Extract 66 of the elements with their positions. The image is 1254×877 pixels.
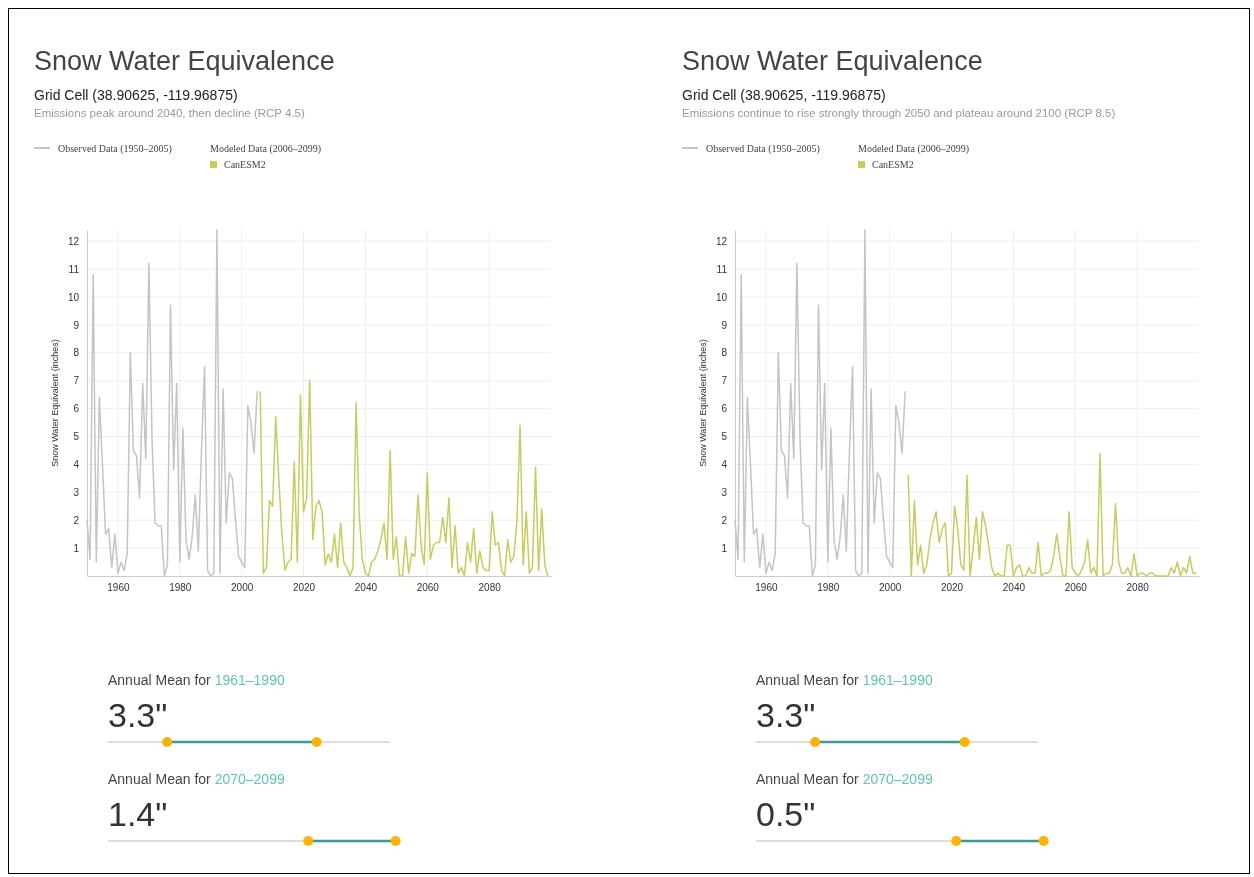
chart-subtitle: Grid Cell (38.90625, -119.96875) [34, 87, 238, 103]
x-tick-label: 2000 [879, 582, 902, 594]
text: 1961–1990 [862, 672, 933, 688]
x-tick-label: 1960 [107, 582, 130, 594]
y-tick-label: 3 [721, 486, 728, 498]
legend-label: Observed Data (1950–2005) [58, 143, 172, 155]
x-tick-label: 1960 [755, 582, 778, 594]
text: Annual Mean for [108, 771, 215, 787]
y-tick-label: 8 [73, 347, 80, 359]
y-tick-label: 1 [73, 542, 80, 554]
text: Annual Mean for [108, 672, 215, 688]
legend-title: Modeled Data (2006–2099) [858, 143, 970, 155]
x-tick-label: 2020 [940, 582, 964, 594]
text: 3.3" [108, 696, 168, 734]
y-tick-label: 7 [721, 375, 728, 387]
line-series [259, 379, 549, 577]
x-tick-label: 2000 [231, 582, 254, 594]
text: 2070–2099 [862, 771, 933, 787]
text: Emissions continue to rise strongly through 2050 and plateau around 2100 (RCP 8.5) [682, 107, 1116, 119]
y-tick-label: 10 [715, 291, 728, 303]
legend-label: CanESM2 [872, 159, 914, 170]
y-tick-label: 1 [721, 542, 728, 554]
y-tick-label: 9 [73, 319, 80, 331]
y-tick-label: 6 [721, 403, 728, 415]
y-tick-label: 2 [73, 514, 80, 526]
y-tick-label: 7 [73, 375, 80, 387]
y-tick-label: 8 [721, 347, 728, 359]
y-tick-label: 4 [73, 459, 80, 471]
text: 1.4" [108, 795, 168, 833]
y-tick-label: 4 [721, 459, 728, 471]
y-tick-label: 12 [715, 235, 728, 247]
y-tick-label: 3 [73, 486, 80, 498]
y-tick-label: 6 [73, 403, 80, 415]
text: Annual Mean for [756, 672, 863, 688]
chart-title: Snow Water Equivalence [34, 46, 335, 76]
x-tick-label: 2080 [478, 582, 502, 594]
x-tick-label: 2060 [1064, 582, 1088, 594]
y-tick-label: 11 [716, 263, 728, 275]
x-tick-label: 1980 [169, 582, 192, 594]
y-tick-label: 2 [721, 514, 728, 526]
chart-title: Snow Water Equivalence [682, 46, 983, 76]
y-tick-label: 12 [67, 235, 80, 247]
line-series [907, 452, 1197, 577]
text: Annual Mean for [756, 771, 863, 787]
y-axis-title: Snow Water Equivalent (inches) [50, 339, 60, 467]
text: Emissions peak around 2040, then decline (RCP 4.5) [34, 107, 305, 119]
chart-subtitle: Grid Cell (38.90625, -119.96875) [682, 87, 886, 103]
legend-label: Observed Data (1950–2005) [706, 143, 820, 155]
x-tick-label: 2060 [416, 582, 440, 594]
x-tick-label: 1980 [817, 582, 840, 594]
y-tick-label: 10 [67, 291, 80, 303]
y-axis-title: Snow Water Equivalent (inches) [698, 339, 708, 467]
y-tick-label: 5 [73, 431, 80, 443]
x-tick-label: 2080 [1126, 582, 1150, 594]
legend-title: Modeled Data (2006–2099) [210, 143, 322, 155]
text: 0.5" [756, 795, 816, 833]
x-tick-label: 2020 [292, 582, 316, 594]
text: 1961–1990 [214, 672, 285, 688]
legend-label: CanESM2 [224, 159, 266, 170]
text: 3.3" [756, 696, 816, 734]
x-tick-label: 2040 [354, 582, 378, 594]
text: 2070–2099 [214, 771, 285, 787]
y-tick-label: 9 [721, 319, 728, 331]
y-tick-label: 5 [721, 431, 728, 443]
y-tick-label: 11 [68, 263, 80, 275]
x-tick-label: 2040 [1002, 582, 1026, 594]
